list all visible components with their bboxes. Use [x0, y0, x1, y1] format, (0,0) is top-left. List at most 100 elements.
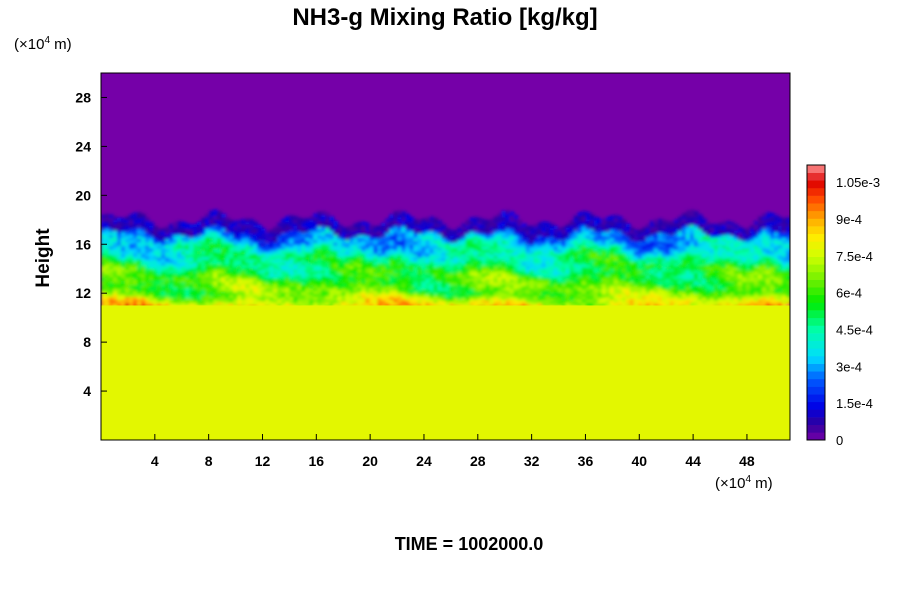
heatmap-cell: [673, 256, 679, 261]
heatmap-cell: [633, 241, 639, 245]
heatmap-cell: [437, 283, 443, 288]
heatmap-cell: [533, 282, 539, 286]
heatmap-cell: [357, 289, 363, 293]
heatmap-cell: [629, 266, 635, 270]
heatmap-cell: [573, 246, 579, 250]
heatmap-cell: [249, 280, 255, 285]
heatmap-cell: [329, 238, 335, 243]
heatmap-cell: [493, 246, 499, 251]
heatmap-cell: [113, 232, 118, 237]
heatmap-cell: [589, 301, 595, 306]
heatmap-cell: [193, 282, 198, 286]
heatmap-cell: [577, 275, 583, 280]
heatmap-cell: [305, 302, 311, 306]
heatmap-cell: [681, 233, 687, 237]
heatmap-cell: [521, 223, 527, 227]
heatmap-cell: [457, 249, 463, 253]
heatmap-cell: [301, 283, 307, 287]
heatmap-cell: [597, 256, 603, 260]
heatmap-cell: [297, 236, 303, 241]
heatmap-cell: [329, 263, 335, 267]
heatmap-cell: [161, 235, 166, 239]
heatmap-cell: [105, 242, 110, 246]
heatmap-cell: [233, 268, 238, 272]
heatmap-cell: [669, 286, 675, 291]
heatmap-cell: [221, 281, 226, 286]
heatmap-cell: [285, 241, 291, 245]
heatmap-cell: [185, 279, 190, 283]
heatmap-cell: [369, 247, 375, 251]
heatmap-cell: [197, 260, 202, 265]
heatmap-cell: [405, 225, 411, 229]
heatmap-cell: [157, 269, 162, 273]
heatmap-cell: [393, 217, 399, 221]
heatmap-cell: [253, 239, 259, 244]
heatmap-cell: [441, 237, 447, 241]
heatmap-cell: [289, 215, 295, 219]
heatmap-cell: [341, 249, 347, 253]
heatmap-cell: [501, 216, 507, 221]
heatmap-cell: [193, 244, 198, 248]
heatmap-cell: [353, 225, 359, 230]
heatmap-cell: [141, 273, 146, 278]
heatmap-cell: [185, 243, 190, 248]
heatmap-cell: [665, 268, 671, 272]
heatmap-cell: [169, 292, 174, 296]
heatmap-cell: [301, 240, 307, 244]
heatmap-cell: [669, 281, 675, 285]
heatmap-cell: [477, 226, 483, 230]
heatmap-cell: [149, 232, 154, 236]
heatmap-cell: [613, 282, 619, 286]
heatmap-cell: [377, 297, 383, 302]
heatmap-cell: [273, 268, 279, 272]
heatmap-cell: [305, 229, 311, 233]
heatmap-cell: [229, 299, 234, 304]
heatmap-cell: [401, 281, 407, 285]
heatmap-cell: [121, 299, 126, 303]
heatmap-cell: [685, 233, 691, 238]
heatmap-cell: [649, 262, 655, 267]
heatmap-cell: [461, 282, 467, 286]
heatmap-cell: [473, 288, 479, 292]
heatmap-cell: [257, 280, 263, 284]
heatmap-cell: [245, 237, 251, 241]
heatmap-cell: [641, 300, 647, 304]
heatmap-cell: [429, 274, 435, 279]
heatmap-cell: [537, 263, 543, 268]
heatmap-cell: [441, 257, 447, 261]
heatmap-cell: [673, 283, 679, 288]
heatmap-cell: [205, 293, 210, 297]
heatmap-cell: [225, 241, 230, 246]
heatmap-cell: [461, 246, 467, 250]
heatmap-cell: [629, 271, 635, 275]
heatmap-cell: [273, 241, 279, 245]
heatmap-cell: [397, 213, 403, 217]
heatmap-cell: [453, 270, 459, 274]
heatmap-cell: [349, 302, 355, 307]
heatmap-cell: [149, 235, 154, 239]
heatmap-cell: [505, 245, 511, 250]
heatmap-cell: [381, 264, 387, 268]
heatmap-cell: [545, 263, 551, 268]
heatmap-cell: [413, 278, 419, 282]
heatmap-cell: [365, 225, 371, 229]
heatmap-cell: [269, 236, 275, 240]
heatmap-cell: [525, 272, 531, 277]
heatmap-cell: [485, 302, 491, 306]
heatmap-cell: [645, 259, 651, 263]
heatmap-cell: [245, 285, 251, 290]
heatmap-cell: [281, 267, 287, 271]
heatmap-cell: [237, 246, 243, 251]
heatmap-cell: [561, 236, 567, 240]
heatmap-cell: [109, 270, 114, 275]
heatmap-cell: [601, 269, 607, 274]
heatmap-cell: [545, 232, 551, 236]
heatmap-cell: [289, 299, 295, 303]
heatmap-cell: [289, 254, 295, 259]
heatmap-cell: [637, 286, 643, 290]
heatmap-cell: [557, 288, 563, 292]
heatmap-cell: [281, 256, 287, 261]
heatmap-cell: [669, 268, 675, 272]
heatmap-cell: [409, 260, 415, 265]
heatmap-cell: [397, 295, 403, 300]
